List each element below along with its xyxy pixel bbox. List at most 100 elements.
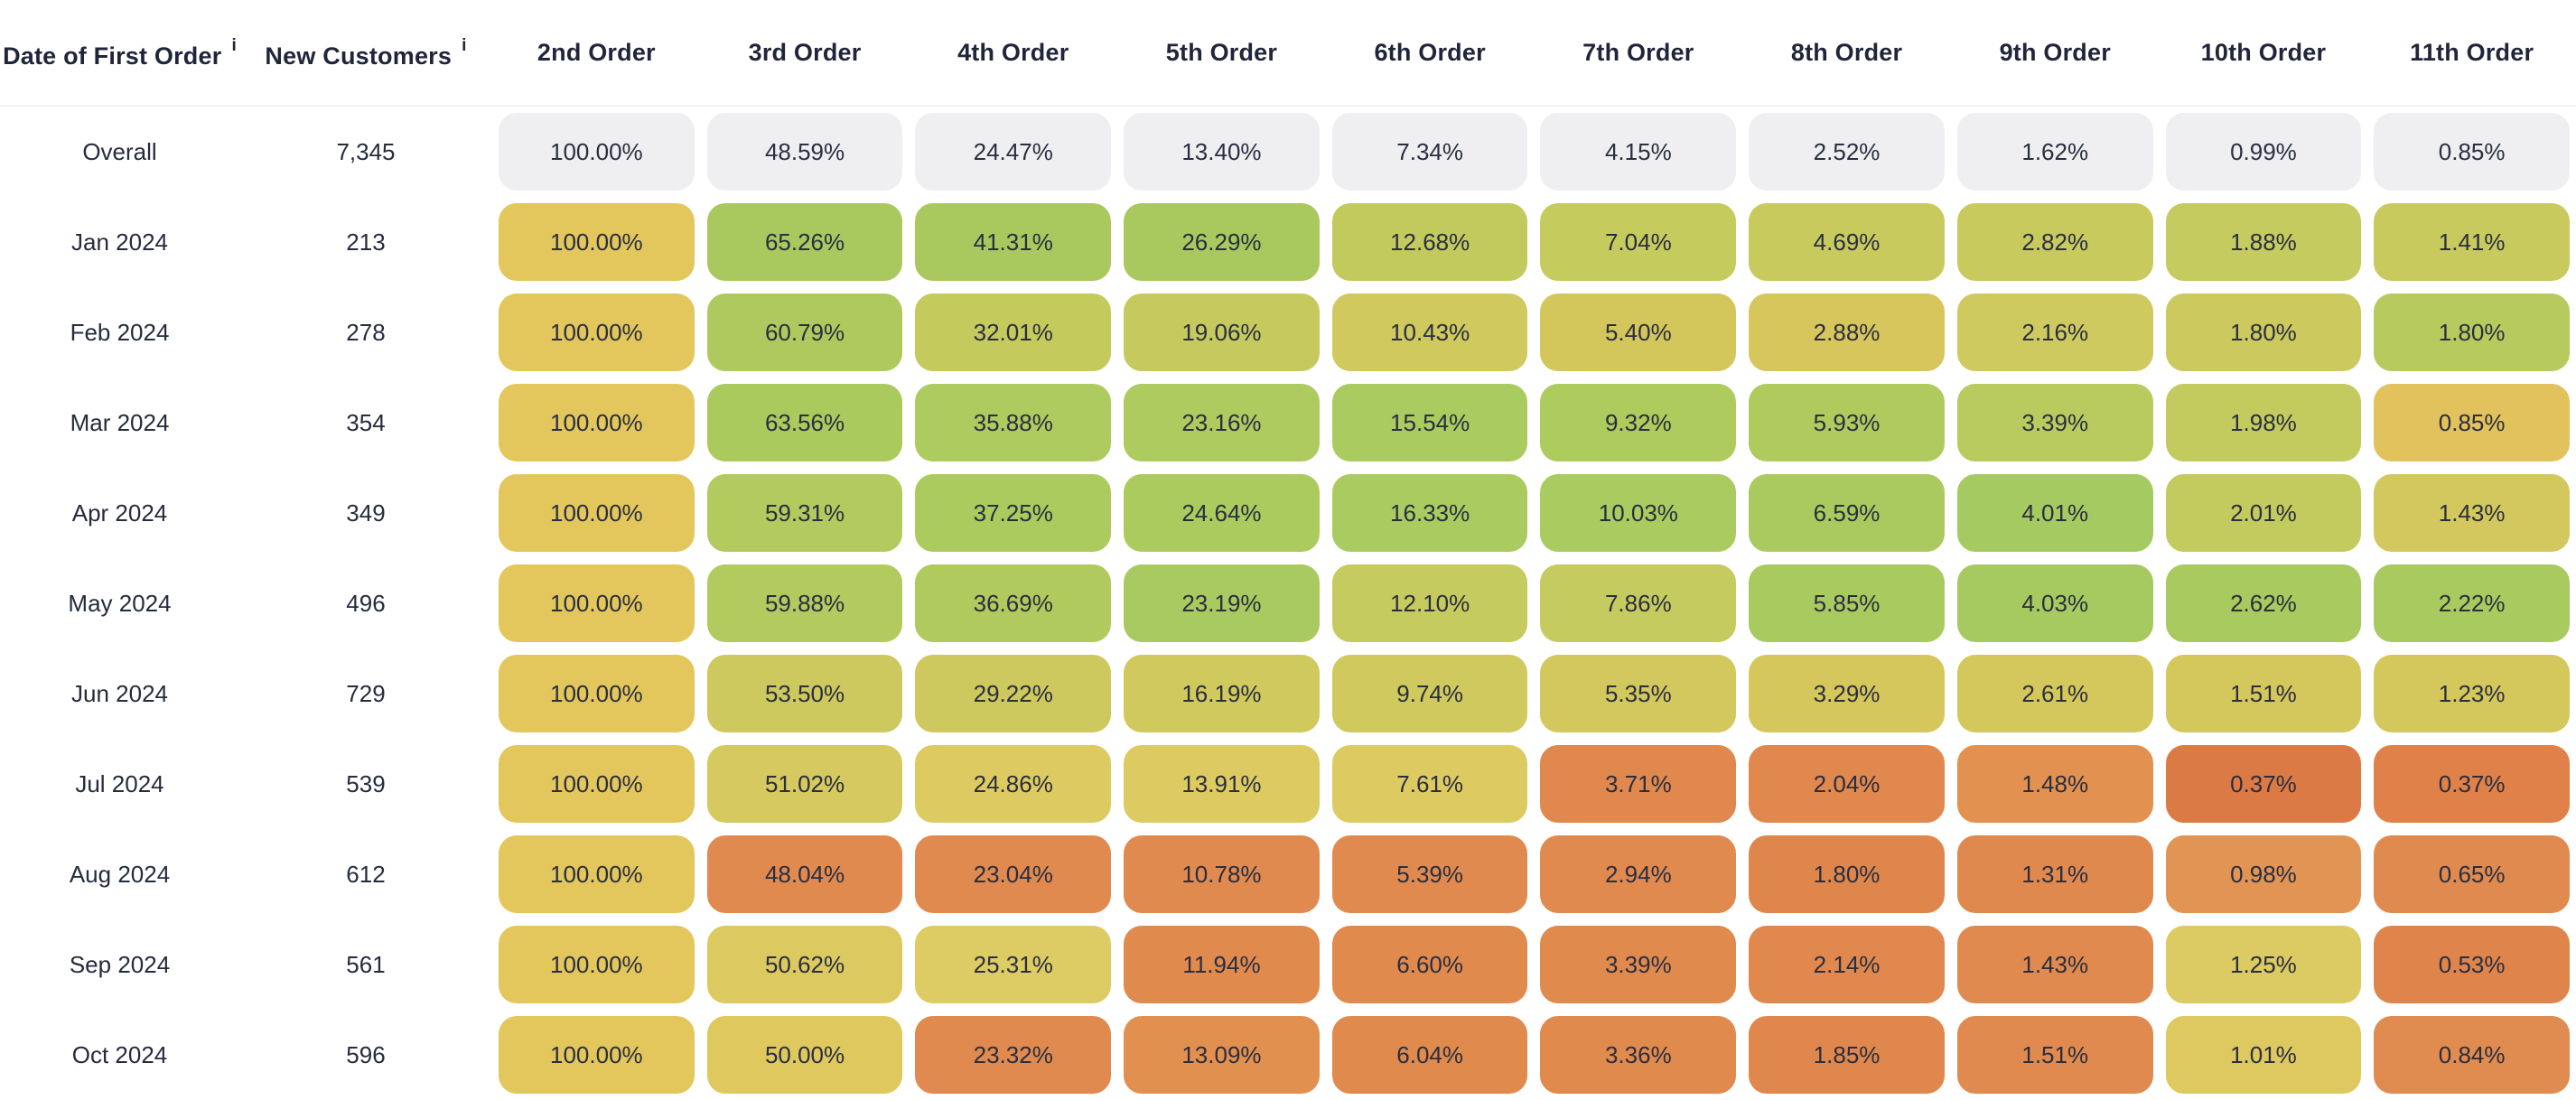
heatmap-cell: 1.80% (2165, 294, 2362, 371)
heatmap-cell-wrap: 3.36% (1534, 1010, 1742, 1100)
new-customers-value: 612 (346, 860, 386, 888)
heatmap-cell-wrap: 3.71% (1534, 739, 1742, 829)
heatmap-cell: 1.88% (2165, 203, 2362, 281)
heatmap-cell: 4.03% (1956, 564, 2153, 642)
heatmap-cell-wrap: 24.64% (1117, 468, 1326, 558)
info-icon[interactable]: i (231, 35, 237, 55)
heatmap-cell-wrap: 1.43% (2367, 468, 2576, 558)
heatmap-cell-wrap: 0.53% (2367, 919, 2576, 1010)
heatmap-cell: 4.01% (1956, 474, 2153, 552)
heatmap-cell: 2.94% (1540, 835, 1737, 913)
heatmap-cell-wrap: 100.00% (492, 558, 701, 648)
row-label: Aug 2024 (69, 860, 171, 888)
heatmap-cell-wrap: 10.78% (1117, 829, 1326, 919)
new-customers-value: 213 (346, 228, 386, 256)
column-header-8th-order: 8th Order (1742, 39, 1951, 67)
heatmap-cell-wrap: 65.26% (701, 197, 910, 287)
column-header-label: New Customers (265, 42, 453, 70)
heatmap-cell-wrap: 2.82% (1951, 197, 2160, 287)
heatmap-cell: 60.79% (706, 294, 903, 371)
heatmap-cell: 23.16% (1124, 384, 1320, 461)
heatmap-cell: 12.68% (1331, 203, 1528, 281)
heatmap-cell-wrap: 1.31% (1951, 829, 2160, 919)
heatmap-cell-wrap: 0.85% (2367, 378, 2576, 468)
heatmap-cell-wrap: 2.14% (1742, 919, 1951, 1010)
heatmap-cell-wrap: 1.25% (2160, 919, 2368, 1010)
table-row-overall: Overall 7,345 100.00% 48.59% 24.47% 13.40% 7.3… (0, 107, 2576, 197)
heatmap-cell: 2.61% (1956, 655, 2153, 732)
heatmap-cell-wrap: 3.29% (1742, 648, 1951, 739)
heatmap-cell-wrap: 2.16% (1951, 287, 2160, 378)
heatmap-cell-wrap: 100.00% (492, 739, 701, 829)
heatmap-cell-wrap: 1.43% (1951, 919, 2160, 1010)
heatmap-cell: 59.88% (706, 564, 903, 642)
heatmap-cell: 100.00% (499, 564, 695, 642)
heatmap-cell: 2.14% (1749, 926, 1945, 1003)
heatmap-cell: 48.04% (706, 835, 903, 913)
heatmap-cell-wrap: 5.35% (1534, 648, 1742, 739)
heatmap-cell: 0.98% (2165, 835, 2362, 913)
heatmap-cell: 65.26% (706, 203, 903, 281)
heatmap-cell: 35.88% (915, 384, 1112, 461)
heatmap-cell-wrap: 100.00% (492, 1010, 701, 1100)
heatmap-cell: 51.02% (706, 745, 903, 823)
heatmap-cell: 50.62% (706, 926, 903, 1003)
heatmap-cell-wrap: 23.19% (1117, 558, 1326, 648)
column-header-label: 8th Order (1790, 39, 1903, 66)
heatmap-cell: 5.40% (1540, 294, 1737, 371)
heatmap-cell: 59.31% (706, 474, 903, 552)
table-row-jan-2024: Jan 2024 213 100.00% 65.26% 41.31% 26.29% 12.6… (0, 197, 2576, 287)
table-row-jul-2024: Jul 2024 539 100.00% 51.02% 24.86% 13.91% 7.61… (0, 739, 2576, 829)
heatmap-cell: 1.01% (2165, 1016, 2362, 1094)
heatmap-cell-wrap: 63.56% (701, 378, 910, 468)
row-label: Jan 2024 (71, 228, 168, 256)
new-customers-value: 539 (346, 769, 386, 797)
heatmap-cell: 1.98% (2165, 384, 2362, 461)
row-label: Oct 2024 (71, 1040, 168, 1068)
info-icon[interactable]: i (462, 35, 467, 55)
heatmap-cell-wrap: 3.39% (1534, 919, 1742, 1010)
heatmap-cell-wrap: 7.04% (1534, 197, 1742, 287)
row-label: Jul 2024 (75, 769, 164, 797)
heatmap-cell: 4.69% (1749, 203, 1945, 281)
heatmap-cell: 53.50% (706, 655, 903, 732)
heatmap-cell: 50.00% (706, 1016, 903, 1094)
heatmap-cell: 0.84% (2374, 1016, 2570, 1094)
heatmap-cell-wrap: 48.04% (701, 829, 910, 919)
heatmap-cell: 24.86% (915, 745, 1112, 823)
heatmap-cell: 1.48% (1956, 745, 2153, 823)
heatmap-cell-wrap: 24.86% (909, 739, 1117, 829)
heatmap-cell: 100.00% (499, 203, 695, 281)
heatmap-cell: 0.85% (2374, 384, 2570, 461)
heatmap-cell: 2.16% (1956, 294, 2153, 371)
heatmap-cell: 0.99% (2165, 113, 2362, 191)
row-label: May 2024 (68, 589, 172, 617)
heatmap-cell: 1.41% (2374, 203, 2570, 281)
heatmap-cell: 0.37% (2165, 745, 2362, 823)
heatmap-cell: 1.62% (1956, 113, 2153, 191)
heatmap-cell-wrap: 16.19% (1117, 648, 1326, 739)
heatmap-cell: 7.61% (1331, 745, 1528, 823)
heatmap-cell: 1.25% (2165, 926, 2362, 1003)
heatmap-cell-wrap: 100.00% (492, 829, 701, 919)
heatmap-cell: 5.85% (1749, 564, 1945, 642)
heatmap-cell: 100.00% (499, 474, 695, 552)
heatmap-cell-wrap: 5.39% (1326, 829, 1535, 919)
heatmap-cell-wrap: 7.61% (1326, 739, 1535, 829)
heatmap-cell-wrap: 2.22% (2367, 558, 2576, 648)
heatmap-cell-wrap: 50.62% (701, 919, 910, 1010)
heatmap-cell: 41.31% (915, 203, 1112, 281)
heatmap-cell: 25.31% (915, 926, 1112, 1003)
heatmap-cell: 1.51% (2165, 655, 2362, 732)
heatmap-cell: 37.25% (915, 474, 1112, 552)
table-header-row: Date of First Order i New Customers i 2nd Or… (0, 0, 2576, 107)
new-customers-value: 349 (346, 499, 386, 527)
heatmap-cell-wrap: 23.32% (909, 1010, 1117, 1100)
column-header-label: 3rd Order (748, 39, 862, 66)
heatmap-cell: 13.09% (1124, 1016, 1320, 1094)
heatmap-cell: 2.22% (2374, 564, 2570, 642)
column-header-2nd-order: 2nd Order (492, 39, 701, 67)
heatmap-cell-wrap: 0.37% (2160, 739, 2368, 829)
heatmap-cell-wrap: 11.94% (1117, 919, 1326, 1010)
column-header-3rd-order: 3rd Order (701, 39, 910, 67)
